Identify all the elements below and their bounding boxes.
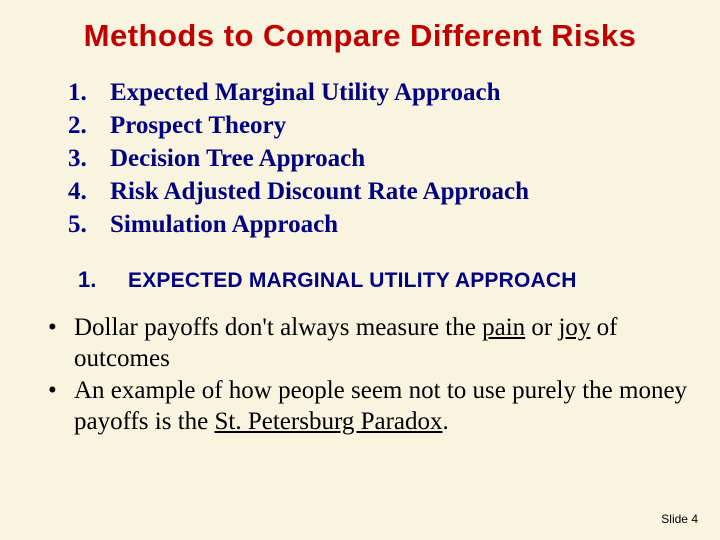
bullet-dot: •	[48, 376, 74, 407]
list-number: 3.	[68, 142, 110, 175]
bullet-text: An example of how people seem not to use…	[74, 376, 690, 437]
section-heading: 1. EXPECTED MARGINAL UTILITY APPROACH	[78, 267, 690, 293]
list-label: Prospect Theory	[110, 109, 286, 142]
text-run: Dollar payoffs don't always measure the	[74, 314, 482, 341]
bullet-item: • An example of how people seem not to u…	[48, 376, 690, 437]
bullet-text: Dollar payoffs don't always measure the …	[74, 313, 690, 374]
slide-footer: Slide 4	[661, 512, 698, 526]
list-number: 4.	[68, 175, 110, 208]
list-item: 1. Expected Marginal Utility Approach	[68, 76, 690, 109]
section-number: 1.	[78, 267, 128, 293]
bullet-item: • Dollar payoffs don't always measure th…	[48, 313, 690, 374]
text-run: .	[443, 408, 449, 435]
list-item: 2. Prospect Theory	[68, 109, 690, 142]
list-item: 5. Simulation Approach	[68, 208, 690, 241]
list-label: Simulation Approach	[110, 208, 338, 241]
list-label: Expected Marginal Utility Approach	[110, 76, 501, 109]
slide-title: Methods to Compare Different Risks	[30, 18, 690, 54]
underline-text: St. Petersburg Paradox	[215, 408, 443, 435]
methods-list: 1. Expected Marginal Utility Approach 2.…	[68, 76, 690, 241]
section-label: EXPECTED MARGINAL UTILITY APPROACH	[128, 269, 577, 293]
underline-text: joy	[558, 314, 590, 341]
slide: Methods to Compare Different Risks 1. Ex…	[0, 0, 720, 540]
underline-text: pain	[482, 314, 525, 341]
list-item: 3. Decision Tree Approach	[68, 142, 690, 175]
list-label: Decision Tree Approach	[110, 142, 365, 175]
bullet-dot: •	[48, 313, 74, 344]
text-run: or	[525, 314, 558, 341]
list-item: 4. Risk Adjusted Discount Rate Approach	[68, 175, 690, 208]
list-label: Risk Adjusted Discount Rate Approach	[110, 175, 529, 208]
list-number: 1.	[68, 76, 110, 109]
bullet-list: • Dollar payoffs don't always measure th…	[48, 313, 690, 437]
list-number: 2.	[68, 109, 110, 142]
list-number: 5.	[68, 208, 110, 241]
